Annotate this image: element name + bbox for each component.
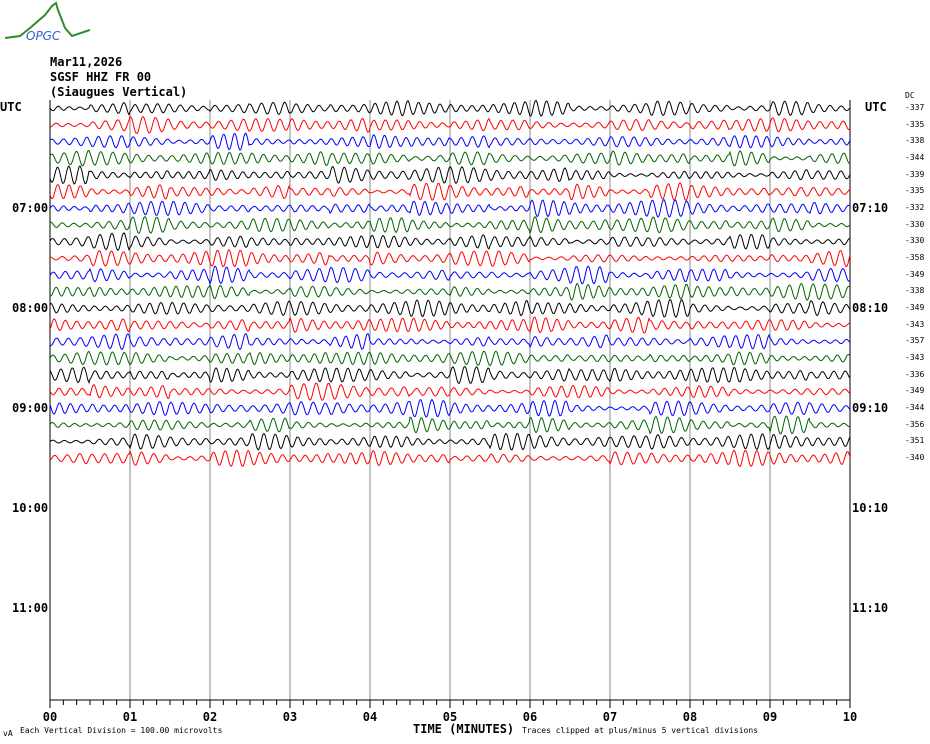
x-tick-label: 02 (202, 710, 218, 724)
x-tick-label: 05 (442, 710, 458, 724)
x-tick-label: 10 (842, 710, 858, 724)
dc-offset-label: -344 (905, 403, 925, 412)
dc-offset-label: -335 (905, 119, 925, 129)
trace-row (49, 315, 851, 334)
dc-label: DC (905, 91, 915, 100)
left-hour-label: 11:00 (12, 601, 49, 615)
right-hour-label: 08:10 (852, 301, 889, 315)
dc-offset-label: -336 (905, 369, 925, 379)
right-hour-label: 10:10 (852, 501, 889, 515)
station-label: SGSF HHZ FR 00 (50, 70, 152, 84)
scale-note: Each Vertical Division = 100.00 microvol… (20, 726, 223, 735)
dc-offset-label: -343 (905, 319, 925, 329)
trace-row (49, 332, 851, 351)
dc-offset-label: -340 (905, 453, 925, 462)
left-hour-label: 08:00 (12, 301, 49, 315)
dc-offset-label: -356 (905, 419, 925, 429)
left-hour-label: 07:00 (12, 201, 49, 215)
left-hour-label: 10:00 (12, 501, 49, 515)
x-tick-label: 06 (522, 710, 538, 724)
dc-offset-label: -330 (905, 236, 925, 246)
dc-offset-label: -344 (905, 153, 925, 162)
trace-row (49, 415, 850, 435)
trace-row (49, 115, 851, 135)
trace-row (49, 449, 851, 468)
trace-row (49, 365, 851, 385)
trace-row (49, 298, 851, 318)
dc-offset-label: -349 (905, 303, 925, 312)
trace-row (49, 282, 851, 301)
x-tick-label: 00 (42, 710, 58, 724)
x-tick-label: 01 (122, 710, 138, 724)
dc-offset-label: -351 (905, 436, 925, 446)
dc-offset-label: -332 (905, 203, 925, 212)
dc-offset-label: -335 (905, 186, 925, 196)
trace-row (49, 198, 851, 218)
trace-row (49, 182, 851, 202)
logo-text: OPGC (26, 29, 61, 43)
trace-row (49, 248, 851, 268)
trace-row (49, 350, 851, 367)
dc-offset-label: -357 (905, 336, 925, 346)
left-hour-label: 09:00 (12, 401, 49, 415)
trace-row (49, 432, 851, 451)
trace-row (49, 398, 851, 418)
location-label: (Siaugues Vertical) (50, 85, 188, 99)
right-hour-label: 07:10 (852, 201, 889, 215)
x-axis-title: TIME (MINUTES) (413, 722, 515, 736)
dc-offset-label: -358 (905, 253, 925, 262)
right-hour-label: 09:10 (852, 401, 889, 415)
dc-offset-label: -349 (905, 269, 925, 279)
left-utc-label: UTC (0, 100, 22, 114)
date-label: Mar11,2026 (50, 55, 123, 69)
trace-row (49, 165, 851, 185)
trace-row (49, 132, 851, 151)
trace-row (49, 382, 851, 401)
trace-row (49, 149, 851, 167)
dc-offset-label: -343 (905, 353, 925, 362)
x-tick-label: 09 (762, 710, 778, 724)
x-tick-label: 03 (282, 710, 298, 724)
dc-offset-label: -337 (905, 103, 925, 112)
dc-offset-label: -349 (905, 386, 925, 396)
right-utc-label: UTC (865, 100, 887, 114)
dc-offset-label: -338 (905, 286, 925, 296)
right-hour-label: 11:10 (852, 601, 889, 615)
clip-note: Traces clipped at plus/minus 5 vertical … (522, 726, 759, 735)
dc-offset-label: -330 (905, 219, 925, 229)
x-tick-label: 08 (682, 710, 698, 724)
trace-row (49, 216, 851, 235)
opgc-logo: OPGC (4, 1, 90, 43)
x-tick-label: 07 (602, 710, 618, 724)
x-tick-label: 04 (362, 710, 378, 724)
dc-offset-label: -339 (905, 169, 925, 179)
trace-row (49, 99, 851, 117)
trace-row (49, 232, 851, 252)
trace-row (49, 265, 851, 286)
corner-mark: vA (3, 729, 13, 738)
dc-offset-label: -338 (905, 136, 925, 146)
